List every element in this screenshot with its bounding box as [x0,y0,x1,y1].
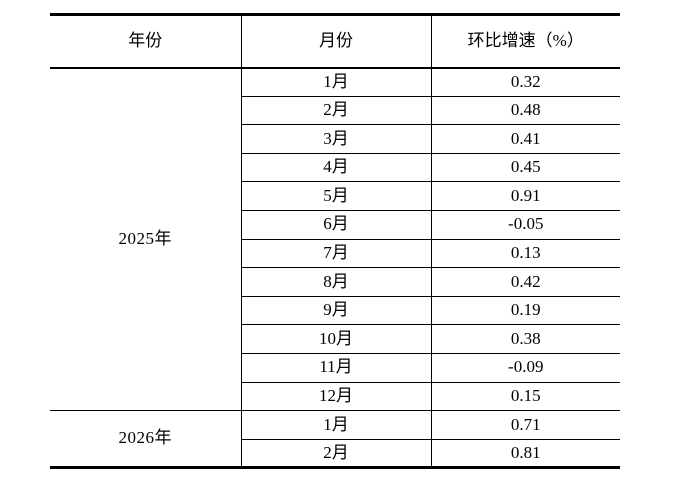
value-cell: 0.91 [430,181,620,211]
month-cell: 7月 [240,238,432,269]
header-growth-rate: 环比增速（%） [430,13,620,69]
value-cell: 0.42 [430,267,620,297]
table-row: 8月 0.42 [50,267,620,297]
month-cell: 2月 [240,438,432,469]
value-cell: 0.81 [430,438,620,469]
value-cell: 0.41 [430,124,620,154]
month-cell: 6月 [240,209,432,240]
value-cell: 0.32 [430,67,620,97]
table-row: 2025年 1月 0.32 [50,66,620,412]
table-row: 2月 0.48 [50,95,620,126]
value-cell: 0.19 [430,295,620,326]
month-cell: 8月 [240,267,432,297]
value-cell: -0.09 [430,352,620,383]
table-row: 4月 0.45 [50,152,620,183]
value-cell: 0.48 [430,95,620,126]
value-cell: 0.38 [430,324,620,354]
month-cell: 9月 [240,295,432,326]
table-row: 2026年 1月 0.71 [50,410,620,469]
month-cell: 10月 [240,324,432,354]
table-row: 9月 0.19 [50,295,620,326]
year-cell-2026: 2026年 [50,410,242,469]
value-cell: 0.71 [430,410,620,440]
value-cell: 0.15 [430,381,620,412]
value-cell: -0.05 [430,209,620,240]
month-cell: 1月 [240,67,432,97]
month-cell: 11月 [240,352,432,383]
header-row: 年份 月份 环比增速（%） [50,13,620,69]
table-row: 2月 0.81 [50,438,620,469]
month-cell: 5月 [240,181,432,211]
table-row: 5月 0.91 [50,181,620,211]
growth-rate-table: 年份 月份 环比增速（%） 2025年 1月 0.32 2月 0.48 3月 0… [50,13,620,470]
value-cell: 0.45 [430,152,620,183]
header-month: 月份 [240,13,432,69]
table-row: 10月 0.38 [50,324,620,354]
month-cell: 4月 [240,152,432,183]
header-year: 年份 [50,13,242,69]
month-cell: 2月 [240,95,432,126]
year-cell-2025: 2025年 [50,66,242,412]
month-cell: 1月 [240,410,432,440]
month-cell: 12月 [240,381,432,412]
table-row: 11月 -0.09 [50,352,620,383]
table-row: 6月 -0.05 [50,209,620,240]
value-cell: 0.13 [430,238,620,269]
month-cell: 3月 [240,124,432,154]
